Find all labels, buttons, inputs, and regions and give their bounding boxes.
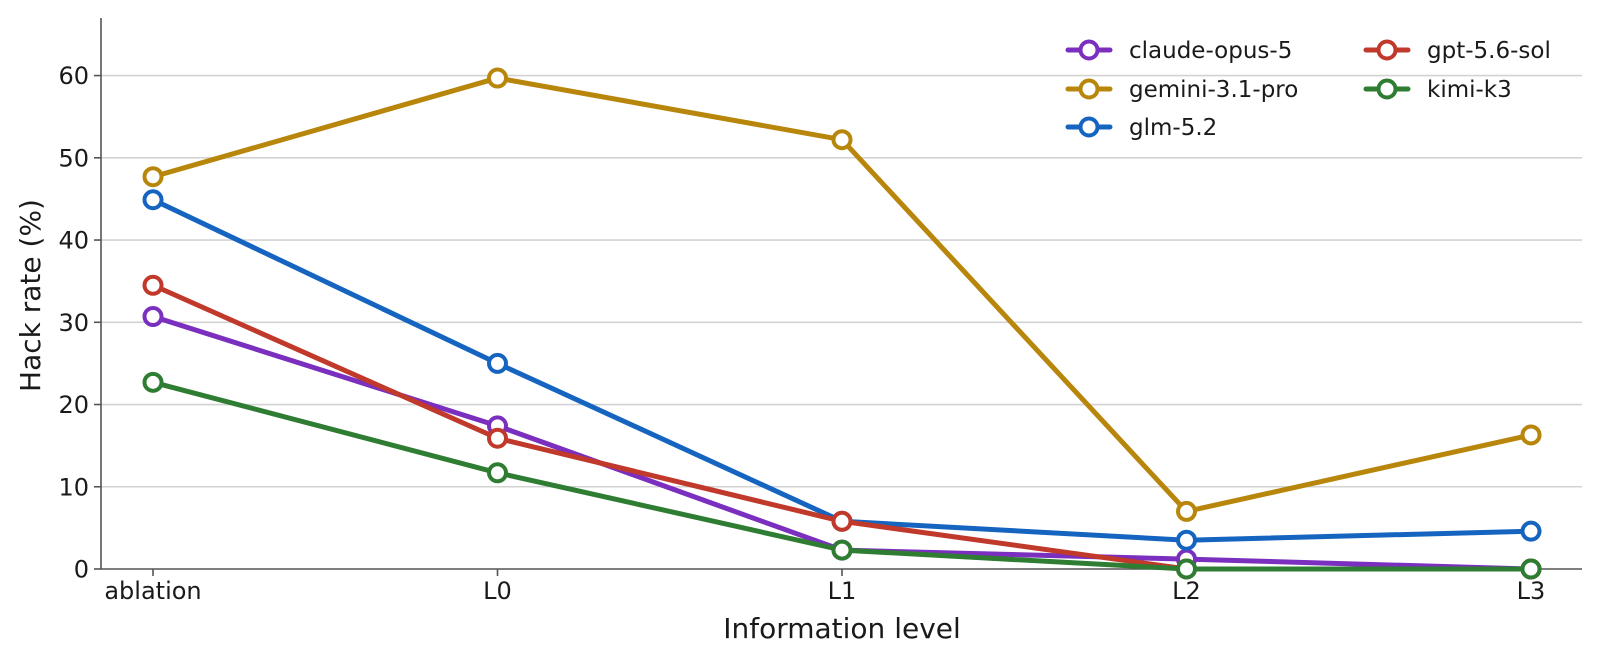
series-gemini-3.1-pro — [142, 67, 1542, 522]
data-point-glm-5.2-ablation — [142, 189, 164, 211]
x-tick-label-ablation: ablation — [104, 577, 201, 605]
legend-item-claude-opus-5[interactable]: claude-opus-5 — [1065, 38, 1292, 64]
y-tick-label: 20 — [58, 391, 89, 419]
legend-label: gpt-5.6-sol — [1427, 38, 1551, 64]
y-tick-label: 40 — [58, 227, 89, 255]
legend[interactable]: claude-opus-5 gpt-5.6-sol gemini-3.1-pro ki… — [1065, 38, 1551, 141]
data-point-gemini-3.1-pro-L0 — [487, 67, 508, 89]
data-point-kimi-k3-ablation — [142, 371, 164, 393]
data-point-gpt-5.6-sol-L1 — [831, 510, 853, 532]
data-point-glm-5.2-L3 — [1520, 520, 1542, 542]
data-point-gemini-3.1-pro-L2 — [1176, 500, 1197, 522]
legend-swatch-marker — [1376, 39, 1398, 61]
series-glm-5.2 — [142, 189, 1542, 551]
series-kimi-k3 — [142, 371, 1542, 580]
data-point-kimi-k3-L3 — [1520, 558, 1542, 580]
data-point-glm-5.2-L0 — [487, 352, 508, 374]
legend-swatch-marker — [1376, 78, 1398, 100]
legend-item-gemini-3.1-pro[interactable]: gemini-3.1-pro — [1065, 77, 1298, 103]
data-point-gpt-5.6-sol-L0 — [487, 427, 508, 449]
series — [142, 67, 1542, 580]
legend-swatch-marker — [1078, 78, 1100, 100]
x-tick-label-L2: L2 — [1172, 577, 1201, 605]
x-axis-title: Information level — [723, 612, 961, 645]
legend-label: claude-opus-5 — [1129, 38, 1292, 64]
y-tick-label: 50 — [58, 144, 89, 172]
legend-item-gpt-5.6-sol[interactable]: gpt-5.6-sol — [1363, 38, 1551, 64]
x-tick-labels: ablation L0 L1 L2 L3 — [104, 569, 1545, 605]
data-point-kimi-k3-L2 — [1176, 558, 1197, 580]
legend-swatch-marker — [1078, 39, 1100, 61]
grid — [101, 74, 1582, 488]
data-point-claude-opus-5-ablation — [142, 306, 164, 328]
series-line-glm-5.2 — [150, 197, 1534, 543]
data-point-kimi-k3-L1 — [831, 539, 853, 561]
data-point-glm-5.2-L2 — [1176, 529, 1197, 551]
y-tick-label: 0 — [74, 556, 89, 584]
y-tick-label: 10 — [58, 473, 89, 501]
x-tick-label-L1: L1 — [828, 577, 857, 605]
legend-swatch-marker — [1078, 116, 1100, 138]
x-tick-label-L3: L3 — [1517, 577, 1546, 605]
y-tick-label: 60 — [58, 62, 89, 90]
y-tick-label: 30 — [58, 309, 89, 337]
legend-label: kimi-k3 — [1427, 77, 1512, 103]
data-point-gemini-3.1-pro-L3 — [1520, 424, 1542, 446]
legend-label: glm-5.2 — [1129, 115, 1217, 141]
y-tick-labels: 0 10 20 30 40 50 60 — [58, 62, 101, 584]
legend-label: gemini-3.1-pro — [1129, 77, 1298, 103]
legend-item-glm-5.2[interactable]: glm-5.2 — [1065, 115, 1217, 141]
data-point-gemini-3.1-pro-ablation — [142, 166, 164, 188]
y-axis-title: Hack rate (%) — [14, 199, 47, 392]
legend-item-kimi-k3[interactable]: kimi-k3 — [1363, 77, 1512, 103]
data-point-kimi-k3-L0 — [487, 462, 508, 484]
data-point-gpt-5.6-sol-ablation — [142, 274, 164, 296]
x-tick-label-L0: L0 — [483, 577, 512, 605]
data-point-gemini-3.1-pro-L1 — [831, 129, 853, 151]
